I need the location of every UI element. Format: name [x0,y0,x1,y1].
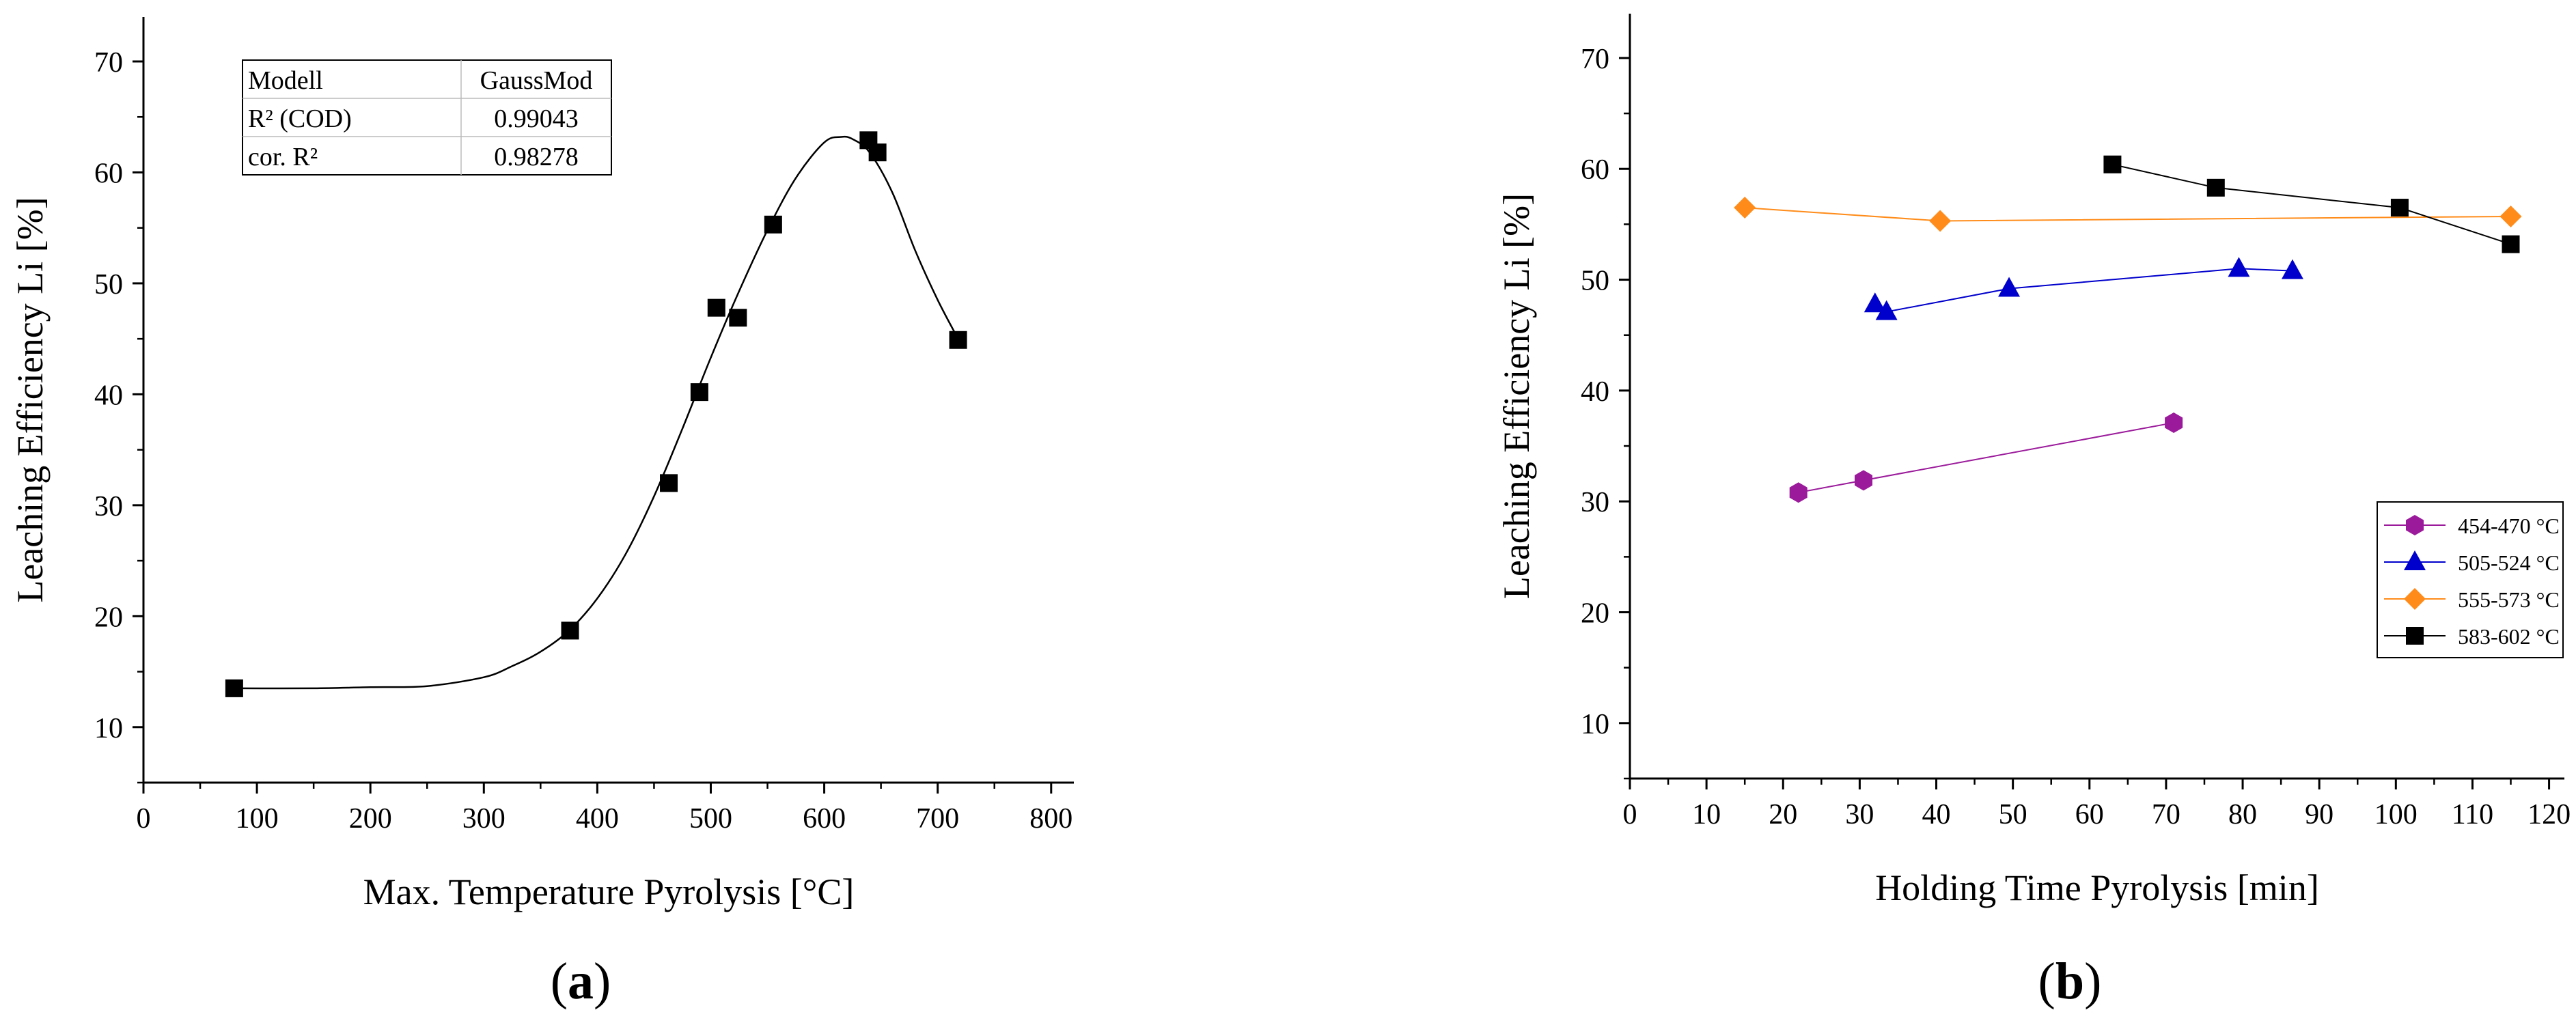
y-tick-label: 70 [1581,44,1609,75]
legend-label: 583-602 °C [2458,624,2560,649]
data-point [707,298,725,317]
y-tick-label: 20 [1581,598,1609,630]
x-tick-label: 40 [1922,799,1951,830]
y-tick-label: 30 [1581,487,1609,518]
data-point [561,621,579,640]
stats-table-value: GaussMod [480,66,593,95]
x-tick-label: 400 [576,803,619,835]
y-tick-label: 20 [94,602,123,633]
series-555-573 °C [1734,197,2522,232]
data-point [2103,155,2122,173]
x-tick-label: 200 [349,803,392,835]
data-point [868,143,887,162]
data-point [2165,412,2183,433]
stats-table-frame [242,59,612,176]
y-tick-label: 50 [94,269,123,300]
chart-panel-a: 0 100 200 300 400 500 600 700 800 10 20 30 40 50 60 70 M… [10,17,1074,912]
x-axis-title: Max. Temperature Pyrolysis [°C] [363,871,855,912]
stats-table-label: Modell [248,66,323,95]
x-tick-label: 100 [236,803,279,835]
data-point [2228,257,2250,277]
x-tick-label: 0 [1623,799,1637,830]
legend-item: 454-470 °C [2384,514,2560,538]
data-point [1929,210,1952,232]
y-tick-label: 10 [1581,709,1609,740]
panel-label-a: (a) [551,953,611,1010]
legend-label: 555-573 °C [2458,587,2560,612]
series-454-470 °C [1789,412,2183,503]
y-tick-label: 30 [94,491,123,522]
x-tick-label: 800 [1029,803,1072,835]
x-tick-label: 20 [1769,799,1797,830]
x-tick-label: 700 [916,803,959,835]
x-tick-label: 10 [1692,799,1721,830]
y-tick-label: 70 [94,47,123,79]
series-505-524 °C [1864,257,2303,320]
legend-label: 505-524 °C [2458,550,2560,575]
x-tick-label: 70 [2152,799,2180,830]
x-tick-label: 300 [462,803,505,835]
x-axis-title: Holding Time Pyrolysis [min] [1875,867,2319,908]
data-point [949,331,967,349]
legend-marker [2404,550,2426,570]
legend-item: 583-602 °C [2384,624,2560,649]
fit-curve-line [234,135,959,690]
stats-table-label: R² (COD) [248,104,352,133]
x-tick-label: 100 [2374,799,2418,830]
y-axis-title: Leaching Efficiency Li [%] [10,197,51,602]
data-point [2499,206,2522,228]
data-point [660,474,678,492]
data-point [1789,482,1808,503]
y-tick-label: 60 [1581,154,1609,186]
data-point [764,215,782,234]
legend-marker [2406,515,2424,535]
x-tick-label: 110 [2452,799,2493,830]
legend-label: 454-470 °C [2458,514,2560,538]
y-tick-label: 10 [94,713,123,744]
x-tick-label: 80 [2228,799,2257,830]
data-point [729,309,747,327]
series-line [2112,163,2511,245]
x-tick-label: 120 [2527,799,2571,830]
data-point [690,383,708,402]
y-axis-title: Leaching Efficiency Li [%] [1496,193,1537,599]
data-point [2502,235,2520,253]
chart-panel-b: 0 10 20 30 40 50 60 70 80 90 100 110 120 10 20 30 40 50 60… [1496,14,2571,908]
data-point [1998,277,2021,297]
data-point [225,679,243,697]
legend-item: 505-524 °C [2384,550,2560,575]
legend: 454-470 °C 505-524 °C 555-573 °C 583-602 °C [2377,501,2564,658]
x-tick-label: 50 [1999,799,2027,830]
stats-table-label: cor. R² [248,143,318,171]
panel-label-b: (b) [2038,953,2102,1010]
series-583-602 °C [2103,155,2520,253]
data-point [1875,300,1898,320]
y-tick-label: 60 [94,158,123,189]
x-tick-label: 90 [2305,799,2333,830]
stats-table: Modell GaussMod R² (COD) 0.99043 cor. R² 0.98… [242,59,612,176]
data-point [1734,197,1756,219]
x-tick-label: 60 [2075,799,2104,830]
data-point [2281,259,2303,279]
data-point [2390,199,2409,217]
x-tick-label: 600 [803,803,846,835]
y-tick-label: 40 [94,380,123,411]
data-point [1864,292,1886,313]
legend-marker [2406,627,2424,645]
y-tick-label: 50 [1581,266,1609,297]
legend-marker [2404,588,2426,610]
x-tick-label: 500 [689,803,732,835]
legend-item: 555-573 °C [2384,587,2560,612]
x-tick-label: 0 [137,803,151,835]
stats-table-value: 0.99043 [494,104,579,133]
x-tick-label: 30 [1845,799,1874,830]
y-tick-label: 40 [1581,376,1609,408]
data-point [1855,470,1872,491]
stats-table-value: 0.98278 [494,143,579,171]
data-point [2206,178,2225,197]
